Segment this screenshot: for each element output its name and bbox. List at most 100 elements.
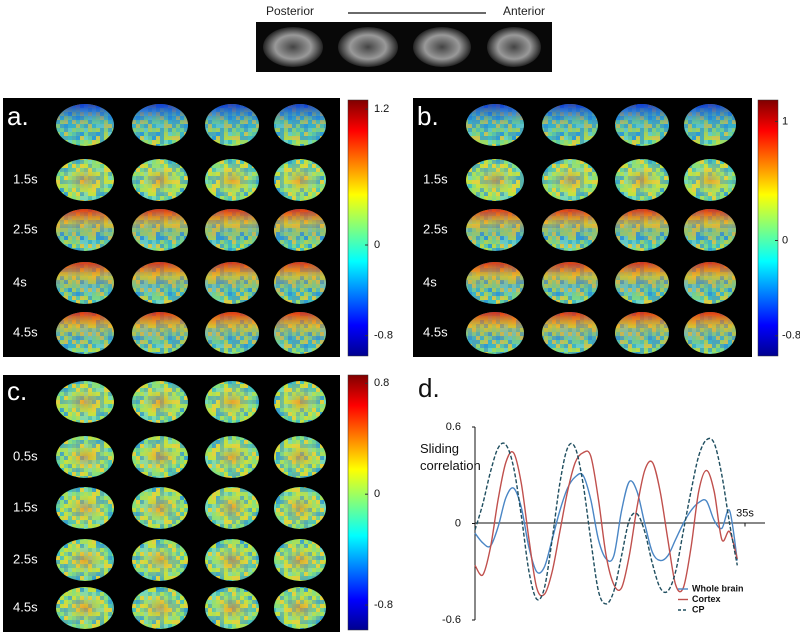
panel-label: d. [418, 373, 440, 403]
brain-activation [466, 262, 524, 304]
legend-label: CP [692, 604, 705, 614]
row-label: 4.5s [423, 324, 448, 339]
brain-activation [274, 262, 326, 304]
brain-activation [542, 262, 598, 304]
brain-activation [684, 262, 736, 304]
x-tick-label: 35s [736, 507, 754, 519]
brain-activation [615, 262, 669, 304]
brain-activation [205, 436, 259, 478]
brain-activation [205, 262, 259, 304]
row-label: 4.5s [13, 599, 38, 614]
brain-activation [684, 104, 736, 146]
brain-activation [56, 487, 114, 529]
brain-activation [274, 104, 326, 146]
header-left: Posterior [266, 4, 314, 18]
anatomy-slice [413, 27, 471, 67]
brain-activation [205, 104, 259, 146]
colorbar-tick-label: 0 [782, 234, 788, 246]
brain-activation [132, 104, 188, 146]
brain-activation [466, 104, 524, 146]
row-label: 2.5s [13, 551, 38, 566]
brain-activation [274, 159, 326, 201]
row-label: 1.5s [13, 171, 38, 186]
header-right: Anterior [503, 4, 545, 18]
colorbar-tick-label: 0 [374, 239, 380, 251]
brain-activation [56, 539, 114, 581]
brain-activation [205, 487, 259, 529]
row-label: 4.5s [13, 324, 38, 339]
brain-activation [205, 209, 259, 251]
brain-activation [56, 381, 114, 423]
colorbar [347, 374, 369, 631]
colorbar-tick-label: 1 [782, 115, 788, 127]
brain-activation [615, 209, 669, 251]
colorbar-tick-label: -0.8 [374, 330, 393, 342]
brain-activation [132, 381, 188, 423]
brain-activation [542, 159, 598, 201]
row-label: 4s [13, 274, 27, 289]
y-tick-label: -0.6 [442, 614, 461, 626]
colorbar-tick-label: 0.8 [374, 377, 389, 389]
brain-activation [274, 587, 326, 629]
panel-label: a. [7, 101, 29, 131]
brain-activation [132, 587, 188, 629]
row-label: 2.5s [13, 221, 38, 236]
brain-activation [274, 381, 326, 423]
brain-activation [56, 436, 114, 478]
brain-activation [466, 159, 524, 201]
anatomy-slices [263, 27, 541, 67]
brain-activation [132, 312, 188, 354]
brain-activation [274, 487, 326, 529]
brain-activation [684, 209, 736, 251]
brain-activation [542, 209, 598, 251]
colorbar [347, 99, 369, 357]
brain-activation [542, 312, 598, 354]
legend-label: Whole brain [692, 583, 744, 593]
legend-label: Cortex [692, 594, 721, 604]
brain-activation [274, 539, 326, 581]
colorbar-tick-label: -0.8 [374, 599, 393, 611]
row-label: 0.5s [13, 448, 38, 463]
brain-activation [56, 209, 114, 251]
brain-activation [615, 104, 669, 146]
brain-activation [274, 209, 326, 251]
brain-activation [615, 312, 669, 354]
row-label: 1.5s [13, 499, 38, 514]
brain-activation [684, 312, 736, 354]
brain-activation [56, 312, 114, 354]
brain-activation [132, 209, 188, 251]
brain-activation [56, 159, 114, 201]
brain-activation [205, 381, 259, 423]
brain-activation [466, 312, 524, 354]
series-line [474, 437, 738, 605]
panel-label: c. [7, 376, 27, 406]
brain-activation [132, 539, 188, 581]
brain-activation [132, 487, 188, 529]
anatomy-slice [487, 27, 541, 67]
brain-activation [466, 209, 524, 251]
row-label: 2.5s [423, 221, 448, 236]
brain-activation [56, 587, 114, 629]
brain-activation [615, 159, 669, 201]
brain-activation [205, 159, 259, 201]
colorbar-tick-label: 0 [374, 488, 380, 500]
colorbar-tick-label: 1.2 [374, 103, 389, 115]
brain-activation [205, 539, 259, 581]
brain-activation [132, 436, 188, 478]
colorbar-tick-label: -0.8 [782, 330, 800, 342]
brain-activation [274, 312, 326, 354]
row-label: 1.5s [423, 171, 448, 186]
colorbar [757, 99, 779, 357]
brain-activation [132, 159, 188, 201]
anatomy-slice [263, 27, 323, 67]
brain-activation [542, 104, 598, 146]
brain-activation [274, 436, 326, 478]
row-label: 4s [423, 274, 437, 289]
brain-activation [132, 262, 188, 304]
brain-activation [56, 262, 114, 304]
brain-activation [205, 312, 259, 354]
y-tick-label: 0.6 [446, 421, 461, 433]
brain-activation [684, 159, 736, 201]
panel-label: b. [417, 101, 439, 131]
